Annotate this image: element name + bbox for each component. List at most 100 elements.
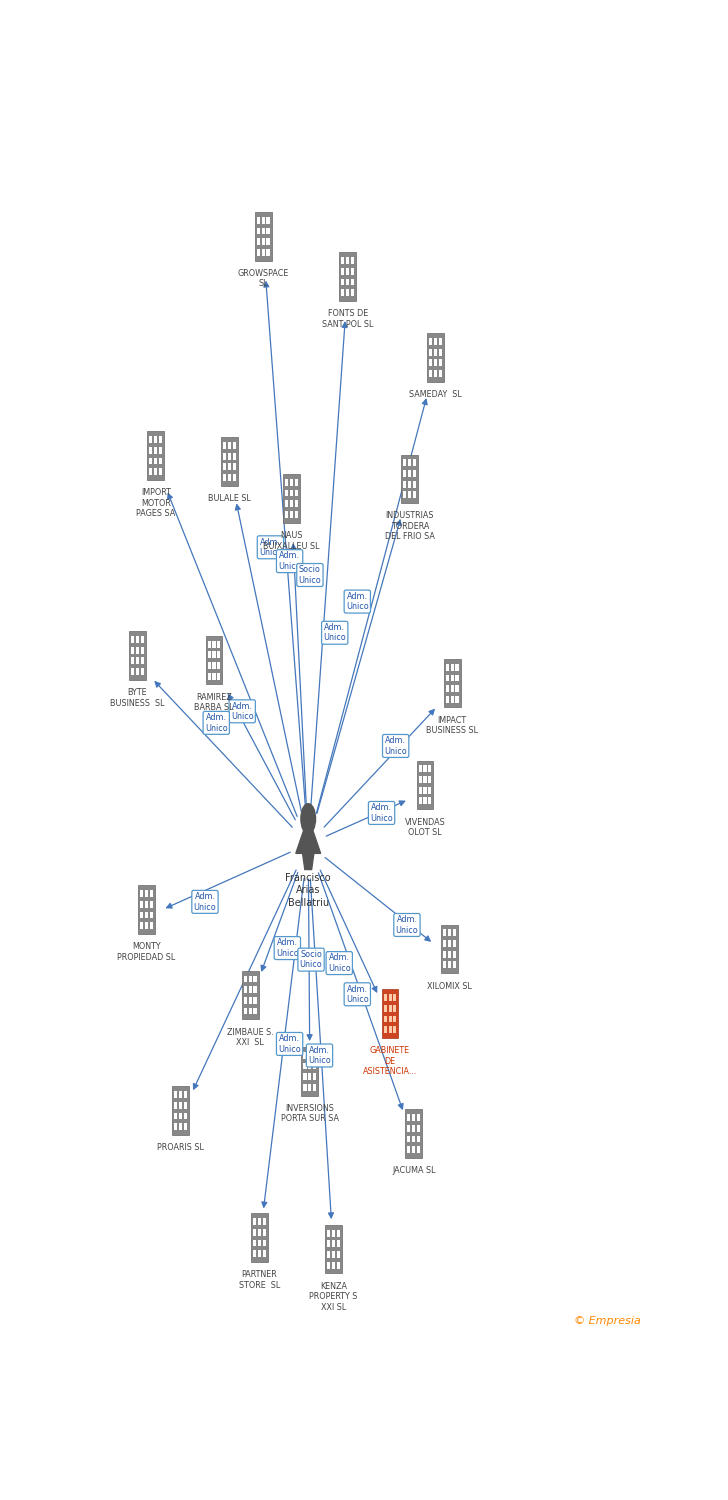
FancyBboxPatch shape bbox=[141, 636, 143, 644]
FancyBboxPatch shape bbox=[456, 664, 459, 670]
FancyBboxPatch shape bbox=[253, 1218, 256, 1225]
FancyBboxPatch shape bbox=[253, 1250, 256, 1257]
FancyBboxPatch shape bbox=[253, 1008, 256, 1014]
FancyBboxPatch shape bbox=[456, 696, 459, 702]
FancyBboxPatch shape bbox=[417, 1125, 420, 1131]
FancyBboxPatch shape bbox=[285, 512, 288, 518]
FancyBboxPatch shape bbox=[138, 885, 155, 934]
FancyBboxPatch shape bbox=[135, 636, 139, 644]
FancyBboxPatch shape bbox=[347, 258, 349, 264]
FancyBboxPatch shape bbox=[150, 912, 153, 918]
Text: © Empresia: © Empresia bbox=[574, 1316, 641, 1326]
FancyBboxPatch shape bbox=[131, 668, 134, 675]
Text: Adm.
Unico: Adm. Unico bbox=[384, 736, 407, 756]
FancyBboxPatch shape bbox=[223, 442, 226, 448]
FancyBboxPatch shape bbox=[266, 217, 269, 223]
FancyBboxPatch shape bbox=[408, 470, 411, 477]
FancyBboxPatch shape bbox=[332, 1230, 335, 1236]
Text: INVERSIONS
PORTA SUR SA: INVERSIONS PORTA SUR SA bbox=[281, 1104, 339, 1124]
FancyBboxPatch shape bbox=[424, 788, 427, 794]
FancyBboxPatch shape bbox=[178, 1102, 182, 1108]
FancyBboxPatch shape bbox=[295, 489, 298, 496]
Text: Adm.
Unico: Adm. Unico bbox=[259, 537, 282, 556]
Text: GABINETE
DE
ASISTENCIA...: GABINETE DE ASISTENCIA... bbox=[363, 1047, 417, 1076]
FancyBboxPatch shape bbox=[290, 501, 293, 507]
FancyBboxPatch shape bbox=[434, 370, 437, 376]
FancyBboxPatch shape bbox=[282, 474, 300, 522]
FancyBboxPatch shape bbox=[131, 636, 134, 644]
FancyBboxPatch shape bbox=[448, 930, 451, 936]
FancyBboxPatch shape bbox=[228, 464, 231, 470]
FancyBboxPatch shape bbox=[341, 290, 344, 296]
FancyBboxPatch shape bbox=[407, 1125, 411, 1131]
FancyBboxPatch shape bbox=[309, 1062, 312, 1070]
FancyBboxPatch shape bbox=[174, 1102, 177, 1108]
FancyBboxPatch shape bbox=[304, 1062, 306, 1070]
Text: Adm.
Unico: Adm. Unico bbox=[205, 712, 228, 732]
FancyBboxPatch shape bbox=[347, 290, 349, 296]
FancyBboxPatch shape bbox=[424, 798, 427, 804]
Text: Adm.
Unico: Adm. Unico bbox=[371, 802, 393, 822]
FancyBboxPatch shape bbox=[248, 975, 252, 982]
FancyBboxPatch shape bbox=[347, 268, 349, 274]
FancyBboxPatch shape bbox=[154, 458, 157, 465]
FancyBboxPatch shape bbox=[258, 1239, 261, 1246]
FancyBboxPatch shape bbox=[233, 474, 236, 482]
FancyBboxPatch shape bbox=[427, 333, 443, 382]
FancyBboxPatch shape bbox=[154, 468, 157, 476]
FancyBboxPatch shape bbox=[327, 1251, 331, 1258]
FancyBboxPatch shape bbox=[140, 922, 143, 928]
FancyBboxPatch shape bbox=[183, 1124, 186, 1130]
FancyBboxPatch shape bbox=[313, 1062, 317, 1070]
FancyBboxPatch shape bbox=[429, 370, 432, 376]
FancyBboxPatch shape bbox=[285, 478, 288, 486]
FancyBboxPatch shape bbox=[135, 657, 139, 664]
FancyBboxPatch shape bbox=[304, 1084, 306, 1090]
FancyBboxPatch shape bbox=[451, 675, 454, 681]
FancyBboxPatch shape bbox=[456, 675, 459, 681]
FancyBboxPatch shape bbox=[412, 1114, 415, 1120]
FancyBboxPatch shape bbox=[205, 636, 223, 684]
FancyBboxPatch shape bbox=[218, 640, 221, 648]
FancyBboxPatch shape bbox=[304, 1052, 306, 1059]
FancyBboxPatch shape bbox=[327, 1230, 331, 1236]
FancyBboxPatch shape bbox=[257, 228, 260, 234]
FancyBboxPatch shape bbox=[150, 902, 153, 908]
FancyBboxPatch shape bbox=[419, 798, 422, 804]
FancyBboxPatch shape bbox=[412, 1136, 415, 1143]
FancyBboxPatch shape bbox=[327, 1262, 331, 1269]
FancyBboxPatch shape bbox=[325, 1226, 342, 1274]
FancyBboxPatch shape bbox=[313, 1084, 317, 1090]
FancyBboxPatch shape bbox=[448, 940, 451, 946]
FancyBboxPatch shape bbox=[140, 912, 143, 918]
FancyBboxPatch shape bbox=[313, 1052, 317, 1059]
FancyBboxPatch shape bbox=[393, 994, 397, 1000]
FancyBboxPatch shape bbox=[441, 924, 458, 974]
FancyBboxPatch shape bbox=[405, 1110, 422, 1158]
FancyBboxPatch shape bbox=[183, 1113, 186, 1119]
FancyBboxPatch shape bbox=[438, 338, 442, 345]
FancyBboxPatch shape bbox=[154, 447, 157, 454]
FancyBboxPatch shape bbox=[384, 1026, 387, 1033]
FancyBboxPatch shape bbox=[141, 668, 143, 675]
FancyBboxPatch shape bbox=[393, 1026, 397, 1033]
FancyBboxPatch shape bbox=[149, 447, 152, 454]
Text: BYTE
BUSINESS  SL: BYTE BUSINESS SL bbox=[110, 688, 165, 708]
FancyBboxPatch shape bbox=[266, 228, 269, 234]
FancyBboxPatch shape bbox=[337, 1230, 340, 1236]
FancyBboxPatch shape bbox=[228, 474, 231, 482]
FancyBboxPatch shape bbox=[434, 360, 437, 366]
Text: Adm.
Unico: Adm. Unico bbox=[346, 592, 368, 612]
FancyBboxPatch shape bbox=[178, 1113, 182, 1119]
FancyBboxPatch shape bbox=[304, 1074, 306, 1080]
FancyBboxPatch shape bbox=[429, 350, 432, 355]
FancyBboxPatch shape bbox=[393, 1016, 397, 1023]
FancyBboxPatch shape bbox=[233, 453, 236, 459]
FancyBboxPatch shape bbox=[434, 338, 437, 345]
FancyBboxPatch shape bbox=[384, 994, 387, 1000]
FancyBboxPatch shape bbox=[389, 1016, 392, 1023]
FancyBboxPatch shape bbox=[408, 459, 411, 466]
FancyBboxPatch shape bbox=[451, 686, 454, 692]
FancyBboxPatch shape bbox=[261, 228, 264, 234]
FancyBboxPatch shape bbox=[424, 765, 427, 772]
